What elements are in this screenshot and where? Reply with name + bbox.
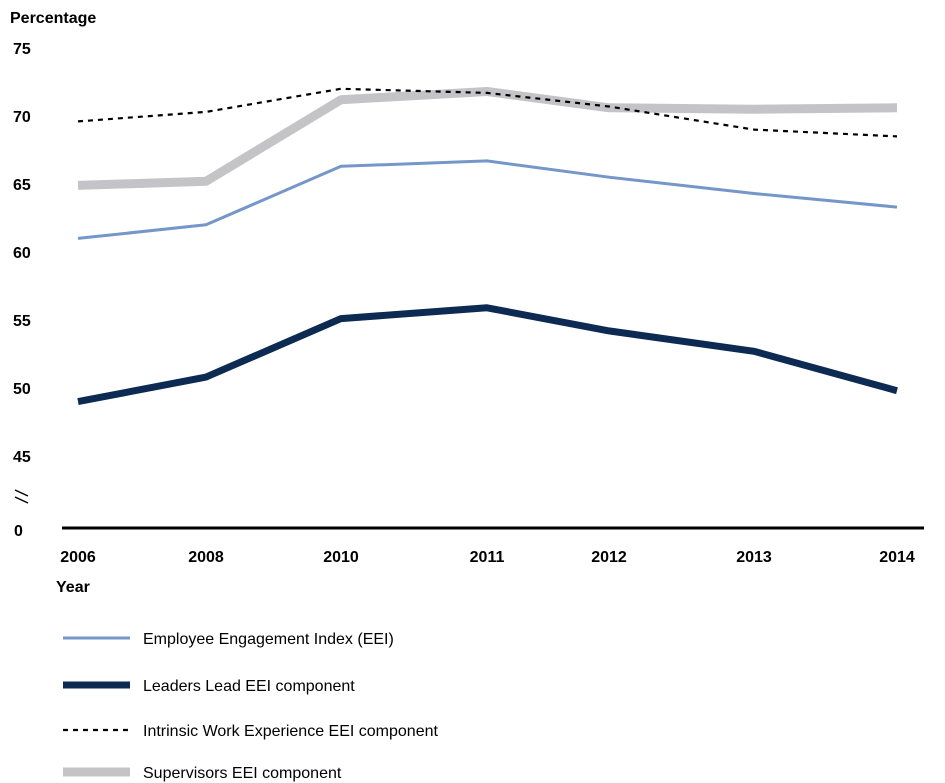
x-tick-label: 2008 bbox=[188, 549, 224, 566]
series-line-2 bbox=[77, 304, 898, 406]
x-tick-label: 2014 bbox=[879, 549, 915, 566]
y-tick-label: 70 bbox=[13, 109, 31, 126]
series-line-1 bbox=[77, 159, 898, 240]
y-tick-label: 45 bbox=[13, 449, 31, 466]
y-tick-label: 50 bbox=[13, 381, 31, 398]
series-layer bbox=[77, 87, 898, 406]
y-axis-ticks: 45 50 55 60 65 70 75 bbox=[13, 41, 31, 466]
x-tick-label: 2012 bbox=[591, 549, 627, 566]
y-tick-label: 60 bbox=[13, 245, 31, 262]
x-axis-title: Year bbox=[56, 579, 90, 596]
y-axis-title: Percentage bbox=[10, 10, 96, 27]
legend-label-2: Leaders Lead EEI component bbox=[143, 678, 355, 695]
series-line-4 bbox=[77, 87, 898, 190]
legend: Employee Engagement Index (EEI) Leaders L… bbox=[63, 631, 439, 782]
x-tick-label: 2011 bbox=[470, 549, 505, 566]
x-axis-ticks: 2006 2008 2010 2011 2012 2013 2014 bbox=[60, 549, 915, 566]
series-line-3 bbox=[77, 87, 898, 138]
axis-break-icon bbox=[14, 489, 29, 504]
legend-label-4: Supervisors EEI component bbox=[143, 765, 342, 782]
legend-label-3: Intrinsic Work Experience EEI component bbox=[143, 723, 439, 740]
y-tick-label: 65 bbox=[13, 177, 31, 194]
x-tick-label: 2010 bbox=[323, 549, 359, 566]
y-tick-label: 75 bbox=[13, 41, 31, 58]
x-tick-label: 2006 bbox=[60, 549, 96, 566]
legend-label-1: Employee Engagement Index (EEI) bbox=[143, 631, 394, 648]
y-tick-label: 55 bbox=[13, 313, 31, 330]
y-tick-zero-label: 0 bbox=[14, 523, 23, 540]
x-tick-label: 2013 bbox=[736, 549, 772, 566]
